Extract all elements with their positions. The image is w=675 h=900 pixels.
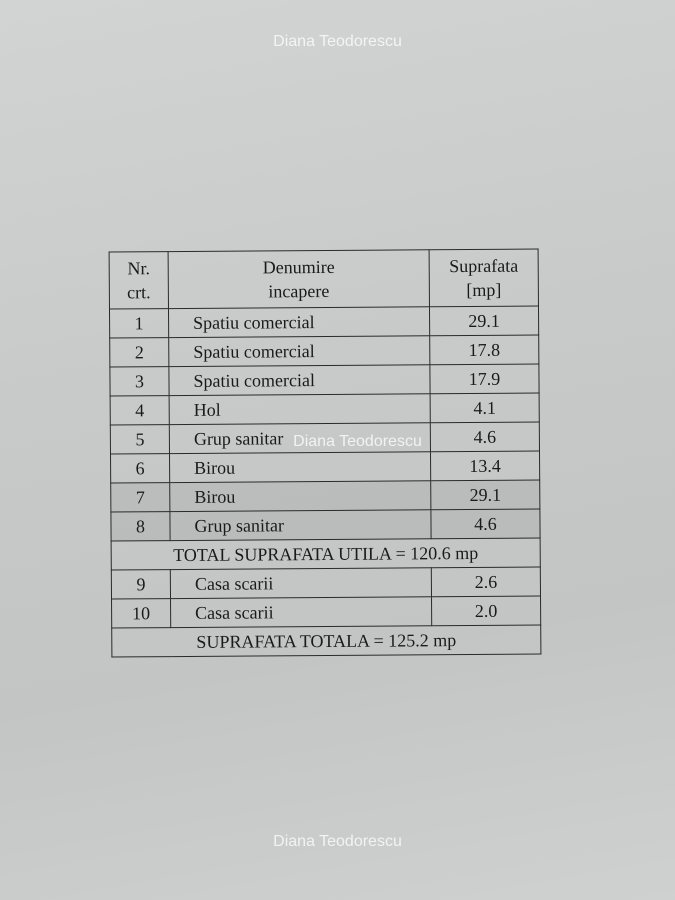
row-number: 6 <box>110 453 170 483</box>
table-row: 7 Birou 29.1 <box>110 480 540 512</box>
room-name: Casa scarii <box>170 596 432 628</box>
header-row: Nr. crt. Denumire incapere Suprafata [mp… <box>109 249 539 310</box>
room-name: Spatiu comercial <box>168 335 430 367</box>
subtotal-row: TOTAL SUPRAFATA UTILA = 120.6 mp <box>111 538 541 570</box>
table-row: 4 Hol 4.1 <box>110 393 540 425</box>
grand-total: SUPRAFATA TOTALA = 125.2 mp <box>111 624 541 657</box>
watermark-top: Diana Teodorescu <box>273 33 402 50</box>
table-row: 8 Grup sanitar 4.6 <box>110 509 541 541</box>
row-number: 4 <box>110 395 170 425</box>
header-nr: Nr. crt. <box>109 251 169 310</box>
row-number: 2 <box>109 337 169 367</box>
room-name: Spatiu comercial <box>168 364 431 396</box>
row-number: 9 <box>111 569 171 599</box>
watermark-bottom: Diana Teodorescu <box>273 833 402 850</box>
room-area: 2.6 <box>431 566 541 597</box>
room-area: 4.6 <box>430 509 541 539</box>
room-name: Hol <box>169 393 431 425</box>
room-name: Birou <box>169 451 431 483</box>
area-table: Nr. crt. Denumire incapere Suprafata [mp… <box>109 249 542 658</box>
row-number: 10 <box>111 598 171 628</box>
table-row: 6 Birou 13.4 <box>110 451 540 483</box>
table-row: 10 Casa scarii 2.0 <box>111 595 541 628</box>
room-name: Grup sanitar <box>169 509 432 541</box>
room-area: 29.1 <box>429 306 539 336</box>
watermark-middle: Diana Teodorescu <box>293 433 422 450</box>
table-row: 1 Spatiu comercial 29.1 <box>109 306 539 339</box>
header-area: Suprafata [mp] <box>429 249 539 307</box>
room-area: 2.0 <box>431 595 541 626</box>
row-number: 7 <box>110 482 170 512</box>
room-area: 17.8 <box>429 335 539 365</box>
room-area: 13.4 <box>430 451 540 481</box>
room-name: Spatiu comercial <box>168 306 430 338</box>
room-name: Birou <box>169 480 431 512</box>
row-number: 3 <box>109 366 170 396</box>
row-number: 8 <box>110 511 171 541</box>
subtotal: TOTAL SUPRAFATA UTILA = 120.6 mp <box>111 538 541 570</box>
room-area: 17.9 <box>429 364 540 394</box>
room-area: 29.1 <box>430 480 540 510</box>
header-name: Denumire incapere <box>168 249 430 309</box>
room-name: Casa scarii <box>170 567 432 599</box>
table-row: 9 Casa scarii 2.6 <box>111 566 541 599</box>
grand-total-row: SUPRAFATA TOTALA = 125.2 mp <box>111 624 541 657</box>
table-row: 3 Spatiu comercial 17.9 <box>109 364 540 396</box>
row-number: 1 <box>109 308 169 339</box>
room-area: 4.1 <box>430 393 540 423</box>
table-row: 2 Spatiu comercial 17.8 <box>109 335 539 367</box>
